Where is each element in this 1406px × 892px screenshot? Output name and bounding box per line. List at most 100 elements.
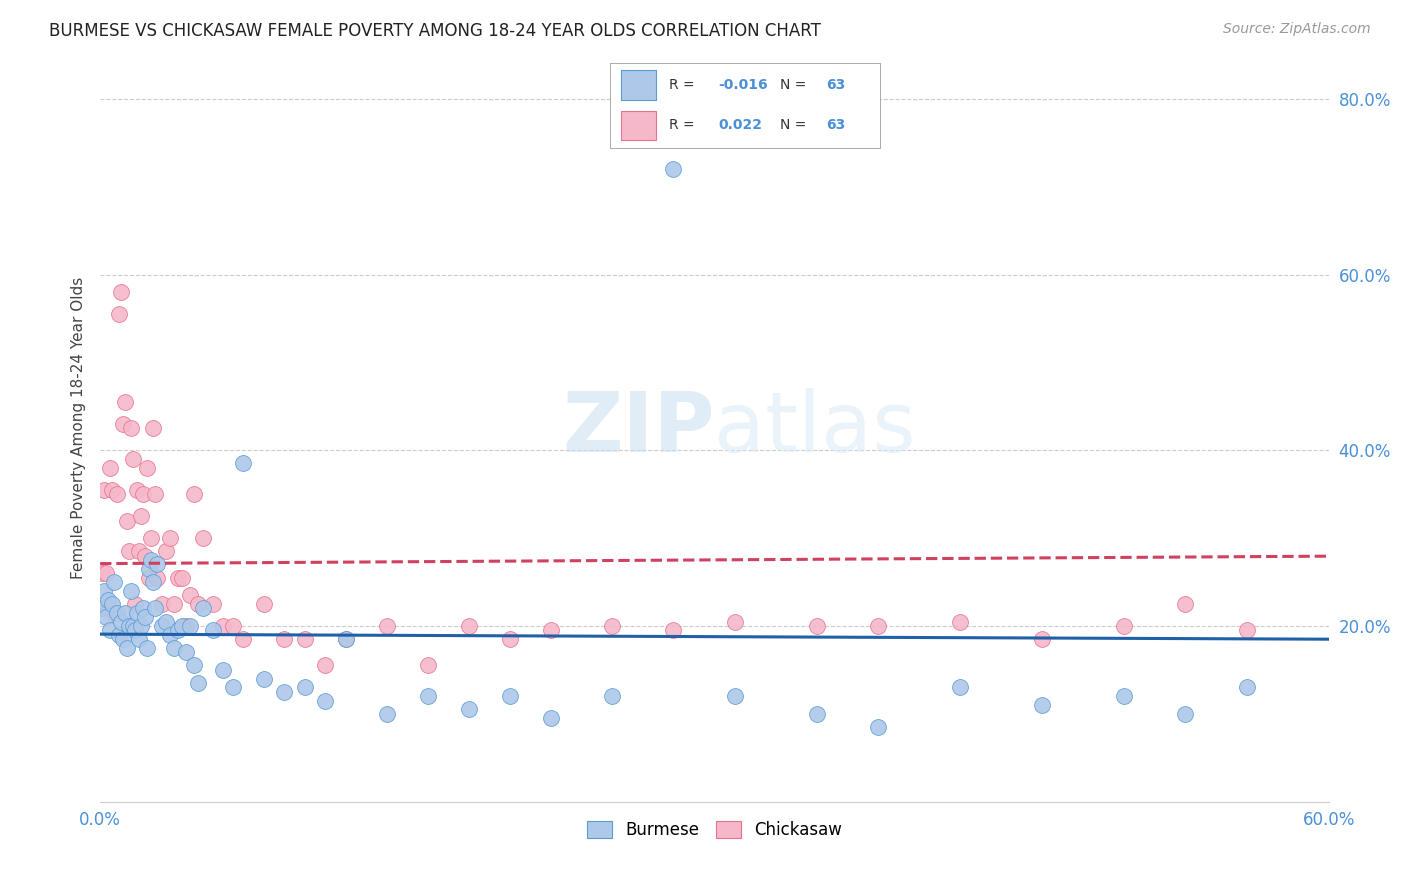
Point [159,531,181,545]
Point [155,615,177,629]
Point [93,583,115,598]
Point [103,606,125,620]
Point [253,672,276,686]
Point [159,628,181,642]
Point [294,632,316,646]
Point [183,658,205,673]
Point [136,461,159,475]
Point [118,619,141,633]
Point [1174,706,1197,721]
Point [138,571,160,585]
Point [128,632,150,646]
Point [662,624,685,638]
Point [125,606,148,620]
Point [1236,624,1258,638]
Point [91,566,114,581]
Point [170,619,193,633]
Point [114,395,136,409]
Point [174,645,197,659]
Point [93,483,115,497]
Point [868,619,890,633]
Point [416,658,439,673]
Point [335,632,357,646]
Point [122,452,145,467]
Point [134,549,156,563]
Point [146,558,169,572]
Point [110,285,132,300]
Point [136,640,159,655]
Point [1112,619,1135,633]
Point [118,544,141,558]
Point [294,681,316,695]
Point [868,720,890,734]
Point [141,531,163,545]
Point [110,615,132,629]
Point [314,658,336,673]
Point [132,487,155,501]
Y-axis label: Female Poverty Among 18-24 Year Olds: Female Poverty Among 18-24 Year Olds [72,277,86,580]
Point [375,619,398,633]
Point [273,632,295,646]
Point [457,619,479,633]
Point [115,640,138,655]
Point [600,689,623,703]
Point [96,610,118,624]
Point [273,685,295,699]
Point [132,601,155,615]
Point [212,619,235,633]
Point [499,632,522,646]
Point [163,597,186,611]
Point [155,544,177,558]
Point [179,619,201,633]
Point [142,421,165,435]
Point [124,597,146,611]
Point [124,624,146,638]
Point [187,597,209,611]
Point [212,663,235,677]
Point [96,566,118,581]
Point [724,689,747,703]
Text: BURMESE VS CHICKASAW FEMALE POVERTY AMONG 18-24 YEAR OLDS CORRELATION CHART: BURMESE VS CHICKASAW FEMALE POVERTY AMON… [49,22,821,40]
Point [97,592,120,607]
Point [222,619,245,633]
Point [141,553,163,567]
Point [174,619,197,633]
Point [98,461,121,475]
Point [114,606,136,620]
Point [183,487,205,501]
Point [191,601,214,615]
Text: atlas: atlas [714,388,917,469]
Text: Source: ZipAtlas.com: Source: ZipAtlas.com [1223,22,1371,37]
Point [1112,689,1135,703]
Point [146,571,169,585]
Point [105,487,128,501]
Point [145,601,167,615]
Point [232,457,254,471]
Point [1236,681,1258,695]
Point [167,571,190,585]
Point [191,531,214,545]
Point [129,509,152,524]
Point [120,421,142,435]
Point [97,601,120,615]
Point [222,681,245,695]
Point [724,615,747,629]
Point [98,624,121,638]
Point [600,619,623,633]
Point [375,706,398,721]
Point [187,676,209,690]
Point [122,619,145,633]
Point [111,417,134,431]
Point [142,575,165,590]
Point [806,619,828,633]
Point [128,544,150,558]
Point [662,162,685,177]
Point [125,483,148,497]
Point [253,597,276,611]
Legend: Burmese, Chickasaw: Burmese, Chickasaw [581,814,849,846]
Point [145,487,167,501]
Point [101,483,124,497]
Point [201,624,224,638]
Point [134,610,156,624]
Point [91,601,114,615]
